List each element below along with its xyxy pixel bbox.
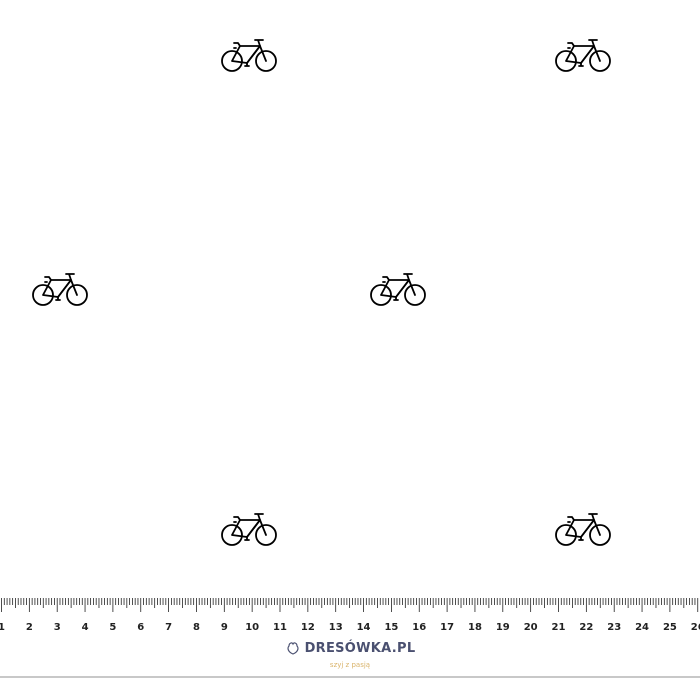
brand-tagline: szyj z pasją xyxy=(329,661,371,669)
bicycle-icon xyxy=(220,511,278,547)
bicycle-icon xyxy=(554,511,612,547)
ruler-label: 6 xyxy=(137,622,144,633)
ruler-label: 15 xyxy=(384,622,398,633)
ruler-label: 18 xyxy=(468,622,482,633)
ruler-label: 2 xyxy=(26,622,33,633)
ruler-label: 25 xyxy=(663,622,677,633)
ruler-label: 20 xyxy=(524,622,538,633)
cotton-flower-icon xyxy=(287,642,299,655)
bicycle-icon xyxy=(369,271,427,307)
ruler-label: 22 xyxy=(579,622,593,633)
ruler-label: 13 xyxy=(329,622,343,633)
ruler: 1 2 3 4 5 6 7 8 9 10 11 12 13 14 15 16 17 18 19 20 21 22 23 24 2… xyxy=(0,598,700,633)
ruler-label: 9 xyxy=(221,622,228,633)
bicycle-icon xyxy=(31,271,89,307)
ruler-label: 21 xyxy=(552,622,566,633)
brand-name: DRESÓWKA.PL xyxy=(304,640,416,656)
ruler-label: 12 xyxy=(301,622,315,633)
ruler-label: 16 xyxy=(412,622,426,633)
ruler-label: 10 xyxy=(245,622,259,633)
ruler-label: 23 xyxy=(607,622,621,633)
bicycle-icon xyxy=(220,37,278,73)
ruler-label: 3 xyxy=(54,622,61,633)
bicycle-icon xyxy=(554,37,612,73)
ruler-label: 24 xyxy=(635,622,649,633)
brand-logo: DRESÓWKA.PL szyj z pasją xyxy=(0,640,700,669)
ruler-label: 8 xyxy=(193,622,200,633)
ruler-label: 7 xyxy=(165,622,172,633)
ruler-label: 1 xyxy=(0,622,5,633)
ruler-label: 17 xyxy=(440,622,454,633)
ruler-label: 4 xyxy=(82,622,89,633)
ruler-label: 14 xyxy=(357,622,371,633)
ruler-label: 19 xyxy=(496,622,510,633)
ruler-label: 11 xyxy=(273,622,287,633)
ruler-label: 5 xyxy=(109,622,116,633)
divider xyxy=(0,676,700,678)
ruler-label: 26 xyxy=(691,622,700,633)
